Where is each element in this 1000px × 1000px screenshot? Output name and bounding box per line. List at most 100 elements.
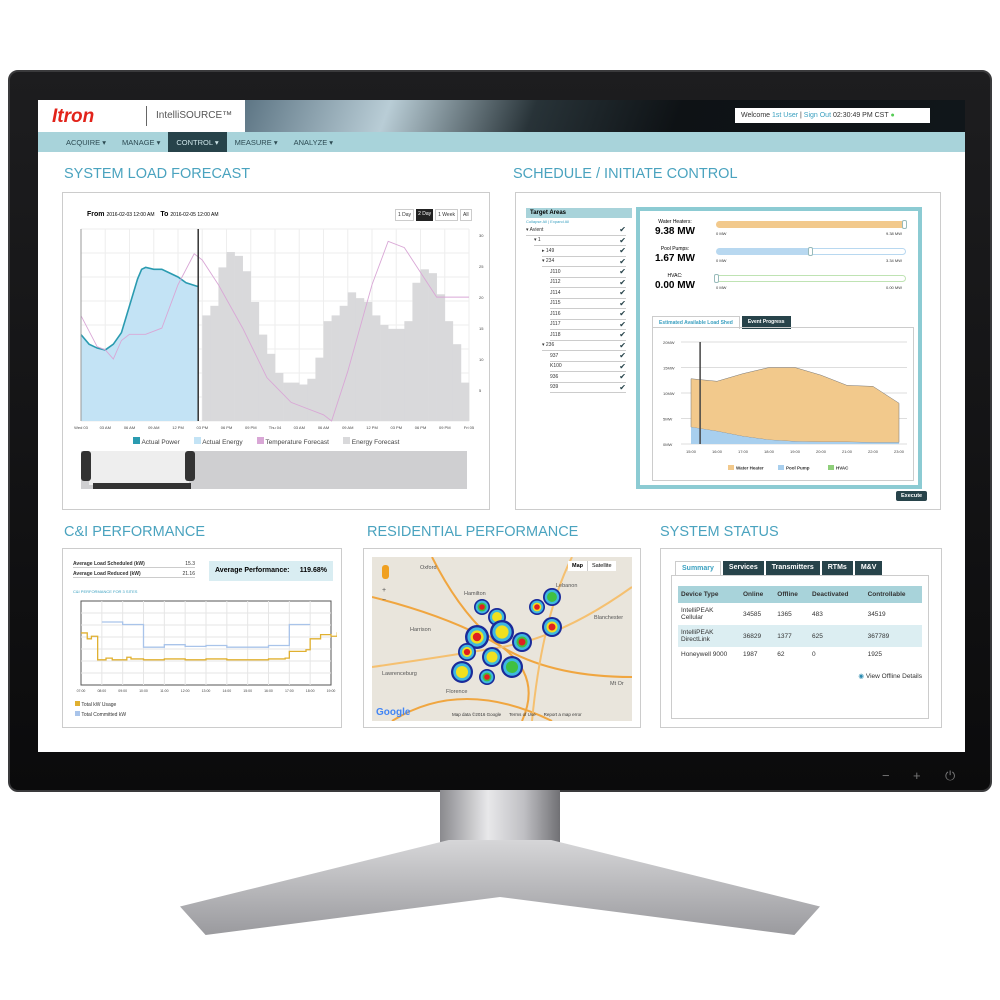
tab-rtms[interactable]: RTMs: [821, 561, 853, 575]
tree-item[interactable]: ▾ 236 ✔: [542, 340, 626, 351]
slider-handle[interactable]: [808, 247, 813, 256]
x-tick-label: Wed 03: [74, 425, 88, 430]
nav-analyze[interactable]: ANALYZE ▾: [293, 138, 334, 147]
street-view-pegman-icon[interactable]: [382, 565, 389, 579]
tree-item[interactable]: J117 ✔: [550, 319, 626, 330]
checkbox-checked-icon[interactable]: ✔: [619, 246, 626, 256]
navigator-window[interactable]: [89, 451, 189, 485]
tab-event-progress[interactable]: Event Progress: [741, 316, 791, 329]
range-2day[interactable]: 2 Day: [416, 209, 434, 221]
column-header[interactable]: Device Type: [678, 586, 740, 603]
tab-mv[interactable]: M&V: [854, 561, 883, 575]
nav-control[interactable]: CONTROL ▾: [168, 132, 227, 152]
column-header[interactable]: Offline: [774, 586, 810, 603]
column-header[interactable]: Controllable: [864, 586, 922, 603]
slider-handle[interactable]: [902, 220, 907, 229]
legend-actual-energy[interactable]: Actual Energy: [193, 437, 243, 446]
checkbox-checked-icon[interactable]: ✔: [619, 330, 626, 340]
slider-track[interactable]: [716, 220, 907, 229]
navigator-overview[interactable]: [81, 451, 467, 489]
tab-summary[interactable]: Summary: [675, 561, 721, 575]
tree-item[interactable]: J115 ✔: [550, 298, 626, 309]
checkbox-checked-icon[interactable]: ✔: [619, 361, 626, 371]
map-button[interactable]: Map: [568, 561, 587, 571]
monitor-power-button[interactable]: ⏻: [945, 768, 956, 783]
user-link[interactable]: 1st User: [772, 112, 799, 119]
checkbox-checked-icon[interactable]: ✔: [619, 351, 626, 361]
tree-item[interactable]: J112 ✔: [550, 277, 626, 288]
range-1week[interactable]: 1 Week: [435, 209, 458, 221]
table-cell: IntelliPEAK Cellular: [681, 607, 714, 621]
legend-swatch: [828, 465, 834, 470]
x-tick-label: 13:00: [202, 689, 211, 693]
tree-item[interactable]: ▾ 1 ✔: [534, 235, 626, 246]
satellite-button[interactable]: Satellite: [587, 561, 616, 571]
checkbox-checked-icon[interactable]: ✔: [619, 277, 626, 287]
tree-item[interactable]: ▸ 149 ✔: [542, 246, 626, 257]
checkbox-checked-icon[interactable]: ✔: [619, 256, 626, 266]
slider-handle[interactable]: [714, 274, 719, 283]
tree-item[interactable]: 939 ✔: [550, 382, 626, 393]
monitor-minus-button[interactable]: −: [882, 768, 890, 783]
heat-map[interactable]: Oxford Hamilton Lebanon Harrison Blanchester…: [372, 557, 632, 721]
tree-item[interactable]: J110 ✔: [550, 267, 626, 278]
nav-measure[interactable]: MEASURE ▾: [234, 138, 278, 147]
tree-item[interactable]: J114 ✔: [550, 288, 626, 299]
tree-item[interactable]: ▾ 234 ✔: [542, 256, 626, 267]
checkbox-checked-icon[interactable]: ✔: [619, 340, 626, 350]
nav-acquire[interactable]: ACQUIRE ▾: [66, 138, 107, 147]
tree-item[interactable]: J118 ✔: [550, 330, 626, 341]
checkbox-checked-icon[interactable]: ✔: [619, 288, 626, 298]
collapse-expand-links[interactable]: Collapse All | Expand All: [526, 219, 570, 224]
terms-link[interactable]: Terms of Use: [509, 712, 536, 717]
checkbox-checked-icon[interactable]: ✔: [619, 235, 626, 245]
energy-forecast-bar: [363, 301, 373, 421]
range-all[interactable]: All: [460, 209, 472, 221]
navigator-left-handle[interactable]: [81, 451, 91, 481]
tree-item[interactable]: ▾ Avient ✔: [526, 225, 626, 236]
tab-estimated-load-shed[interactable]: Estimated Available Load Shed: [652, 316, 740, 329]
navigator-right-handle[interactable]: [185, 451, 195, 481]
column-header[interactable]: Deactivated: [809, 586, 865, 603]
tree-item[interactable]: J116 ✔: [550, 309, 626, 320]
tree-item[interactable]: 936 ✔: [550, 372, 626, 383]
slider-track[interactable]: [716, 247, 906, 256]
monitor-plus-button[interactable]: +: [913, 768, 921, 783]
legend-energy-forecast[interactable]: Energy Forecast: [342, 437, 399, 446]
report-error-link[interactable]: Report a map error: [543, 712, 582, 717]
slider-track[interactable]: [714, 274, 906, 283]
navigator-scrollbar[interactable]: [93, 483, 191, 489]
checkbox-checked-icon[interactable]: ✔: [619, 298, 626, 308]
legend-temperature[interactable]: Temperature Forecast: [256, 437, 329, 446]
execute-button[interactable]: Execute: [896, 491, 928, 501]
itron-logo[interactable]: Itron: [52, 106, 95, 127]
view-offline-details-link[interactable]: ◉ View Offline Details: [858, 673, 922, 680]
legend-actual-power[interactable]: Actual Power: [133, 437, 180, 446]
x-tick-label: 15:00: [243, 689, 252, 693]
tree-item[interactable]: 937 ✔: [550, 351, 626, 362]
checkbox-checked-icon[interactable]: ✔: [619, 382, 626, 392]
zoom-out-button[interactable]: −: [382, 597, 387, 604]
tab-services[interactable]: Services: [722, 561, 764, 575]
nav-manage[interactable]: MANAGE ▾: [122, 138, 161, 147]
zoom-in-button[interactable]: +: [382, 587, 387, 594]
column-header[interactable]: Online: [740, 586, 775, 603]
table-row: IntelliPEAK DirectLink 36829 1377 625 367789: [678, 625, 922, 647]
from-date-input[interactable]: 2016-02-03 12:00 AM: [106, 212, 155, 218]
tab-transmitters[interactable]: Transmitters: [765, 561, 820, 575]
residential-title: RESIDENTIAL PERFORMANCE: [367, 524, 579, 540]
range-1day[interactable]: 1 Day: [395, 209, 415, 221]
tree-item[interactable]: K100 ✔: [550, 361, 626, 372]
x-tick-label: 14:00: [222, 689, 231, 693]
checkbox-checked-icon[interactable]: ✔: [619, 309, 626, 319]
sign-out-link[interactable]: Sign Out: [803, 112, 832, 119]
energy-forecast-bar: [355, 298, 365, 421]
target-areas-header: Target Areas: [526, 208, 632, 218]
y-tick-label: 15MW: [663, 366, 675, 371]
checkbox-checked-icon[interactable]: ✔: [619, 372, 626, 382]
checkbox-checked-icon[interactable]: ✔: [619, 225, 626, 235]
checkbox-checked-icon[interactable]: ✔: [619, 267, 626, 277]
x-tick-label: 06 PM: [221, 425, 233, 430]
checkbox-checked-icon[interactable]: ✔: [619, 319, 626, 329]
to-date-input[interactable]: 2016-02-05 12:00 AM: [170, 212, 219, 218]
